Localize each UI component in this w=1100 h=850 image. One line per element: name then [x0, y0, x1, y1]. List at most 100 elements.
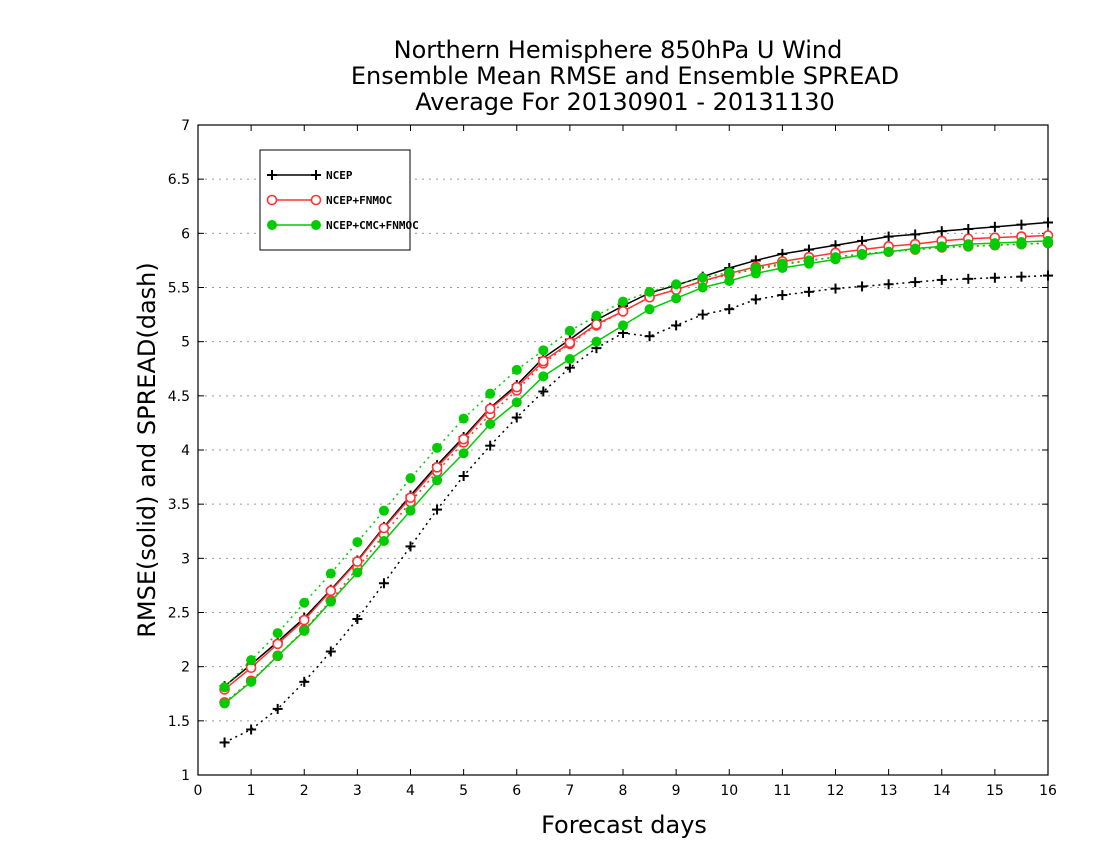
point-ncep-spread-26 — [910, 277, 921, 288]
series-ncep-cmc-fnmoc-spread — [219, 238, 1053, 693]
y-tick-label-11: 6.5 — [168, 172, 190, 188]
point-ncep-cmc-fnmoc-spread-0 — [219, 682, 230, 693]
legend: NCEP NCEP+FNMOC NCEP+CMC+FNMOC — [259, 149, 419, 251]
point-ncep-fnmoc-rmse-3 — [298, 614, 310, 626]
point-ncep-spread-22 — [803, 286, 814, 297]
point-ncep-cmc-fnmoc-spread-3 — [299, 597, 310, 608]
point-ncep-cmc-fnmoc-rmse-22 — [803, 258, 814, 269]
point-ncep-fnmoc-rmse-5 — [352, 556, 363, 567]
point-ncep-spread-4 — [325, 646, 336, 657]
series-ncep-fnmoc-spread-line — [224, 242, 1049, 703]
point-ncep-fnmoc-rmse-14 — [591, 319, 602, 330]
point-ncep-spread-21 — [777, 290, 788, 301]
point-ncep-cmc-fnmoc-spread-13 — [564, 325, 575, 336]
point-ncep-fnmoc-rmse-11 — [511, 381, 523, 393]
series-ncep-cmc-fnmoc-rmse — [219, 235, 1053, 709]
point-ncep-cmc-fnmoc-rmse-23 — [830, 254, 841, 265]
point-ncep-spread-29 — [989, 272, 1000, 283]
point-ncep-rmse-29 — [989, 221, 1000, 232]
point-ncep-cmc-fnmoc-spread-8 — [432, 442, 443, 453]
x-tick-label-13: 13 — [880, 783, 898, 799]
point-ncep-spread-23 — [830, 283, 841, 294]
x-tick-label-16: 16 — [1039, 783, 1057, 799]
legend-marker-end-ncep-fnmoc — [310, 194, 322, 206]
point-ncep-rmse-26 — [910, 229, 921, 240]
point-ncep-cmc-fnmoc-rmse-9 — [458, 448, 469, 459]
point-ncep-fnmoc-rmse-2 — [272, 638, 283, 650]
point-ncep-cmc-fnmoc-rmse-13 — [564, 354, 575, 364]
legend-marker-start-ncep-cmc-fnmoc — [267, 220, 277, 230]
point-ncep-spread-30 — [1016, 271, 1027, 282]
x-tick-label-3: 3 — [353, 783, 362, 799]
y-tick-label-0: 1 — [181, 768, 190, 784]
point-ncep-cmc-fnmoc-rmse-31 — [1043, 235, 1053, 246]
series-ncep-fnmoc-rmse — [219, 230, 1054, 695]
point-ncep-spread-0 — [219, 737, 230, 748]
point-ncep-spread-8 — [432, 504, 443, 515]
point-ncep-cmc-fnmoc-rmse-12 — [538, 371, 549, 382]
point-ncep-spread-1 — [246, 724, 257, 735]
point-ncep-spread-28 — [963, 273, 974, 284]
point-ncep-cmc-fnmoc-rmse-6 — [378, 536, 389, 546]
y-tick-label-1: 1.5 — [168, 714, 190, 730]
title-line-1: Northern Hemisphere 850hPa U Wind — [394, 36, 843, 64]
y-tick-label-2: 2 — [181, 660, 190, 676]
legend-item-ncep: NCEP — [267, 169, 353, 182]
x-tick-label-6: 6 — [512, 783, 521, 799]
legend-marker-start-ncep — [267, 170, 277, 180]
series-ncep-rmse — [219, 217, 1053, 692]
point-ncep-spread-6 — [378, 578, 389, 589]
point-ncep-spread-25 — [883, 279, 894, 290]
point-ncep-cmc-fnmoc-spread-11 — [511, 364, 522, 375]
point-ncep-cmc-fnmoc-spread-12 — [538, 345, 549, 356]
x-tick-label-14: 14 — [933, 783, 951, 799]
x-tick-label-0: 0 — [194, 783, 203, 799]
point-ncep-cmc-fnmoc-spread-5 — [352, 537, 363, 548]
x-tick-label-7: 7 — [565, 783, 574, 799]
point-ncep-cmc-fnmoc-rmse-4 — [325, 596, 336, 607]
point-ncep-fnmoc-rmse-10 — [484, 403, 496, 415]
series-ncep-spread-line — [224, 274, 1049, 744]
legend-label-ncep-fnmoc: NCEP+FNMOC — [326, 194, 392, 207]
point-ncep-cmc-fnmoc-rmse-2 — [272, 650, 283, 661]
point-ncep-fnmoc-rmse-15 — [617, 306, 629, 317]
point-ncep-fnmoc-rmse-12 — [538, 355, 549, 367]
point-ncep-spread-17 — [671, 320, 682, 331]
x-tick-label-2: 2 — [300, 783, 309, 799]
point-ncep-cmc-fnmoc-rmse-11 — [511, 397, 522, 408]
point-ncep-rmse-28 — [963, 224, 974, 234]
legend-item-ncep-fnmoc: NCEP+FNMOC — [266, 194, 392, 207]
point-ncep-spread-18 — [697, 309, 708, 320]
point-ncep-spread-2 — [272, 703, 283, 714]
y-tick-label-7: 4.5 — [168, 389, 190, 405]
point-ncep-rmse-30 — [1016, 219, 1027, 230]
point-ncep-cmc-fnmoc-spread-10 — [485, 388, 496, 399]
point-ncep-cmc-fnmoc-rmse-30 — [1016, 237, 1027, 247]
x-tick-label-12: 12 — [827, 783, 845, 799]
point-ncep-cmc-fnmoc-spread-15 — [618, 296, 628, 307]
y-tick-label-5: 3.5 — [168, 497, 190, 513]
point-ncep-fnmoc-rmse-4 — [325, 585, 337, 597]
point-ncep-cmc-fnmoc-rmse-29 — [989, 238, 1000, 249]
point-ncep-cmc-fnmoc-rmse-20 — [750, 268, 761, 279]
point-ncep-spread-10 — [485, 440, 496, 451]
y-tick-label-10: 6 — [181, 226, 190, 242]
x-tick-label-11: 11 — [773, 783, 791, 799]
y-tick-label-9: 5.5 — [168, 281, 190, 297]
title-line-2: Ensemble Mean RMSE and Ensemble SPREAD — [351, 62, 899, 90]
point-ncep-cmc-fnmoc-rmse-25 — [883, 246, 894, 257]
point-ncep-cmc-fnmoc-rmse-3 — [299, 625, 310, 636]
x-tick-label-4: 4 — [406, 783, 415, 799]
point-ncep-cmc-fnmoc-spread-1 — [246, 655, 257, 666]
x-tick-label-10: 10 — [720, 783, 738, 799]
point-ncep-cmc-fnmoc-rmse-18 — [697, 282, 708, 293]
point-ncep-spread-27 — [936, 274, 947, 285]
point-ncep-cmc-fnmoc-rmse-26 — [910, 243, 921, 254]
point-ncep-cmc-fnmoc-spread-17 — [671, 279, 682, 290]
point-ncep-cmc-fnmoc-rmse-19 — [724, 276, 735, 286]
point-ncep-cmc-fnmoc-spread-7 — [405, 473, 416, 484]
y-tick-label-12: 7 — [181, 118, 190, 134]
point-ncep-cmc-fnmoc-rmse-14 — [591, 336, 602, 347]
point-ncep-cmc-fnmoc-spread-6 — [378, 505, 389, 516]
